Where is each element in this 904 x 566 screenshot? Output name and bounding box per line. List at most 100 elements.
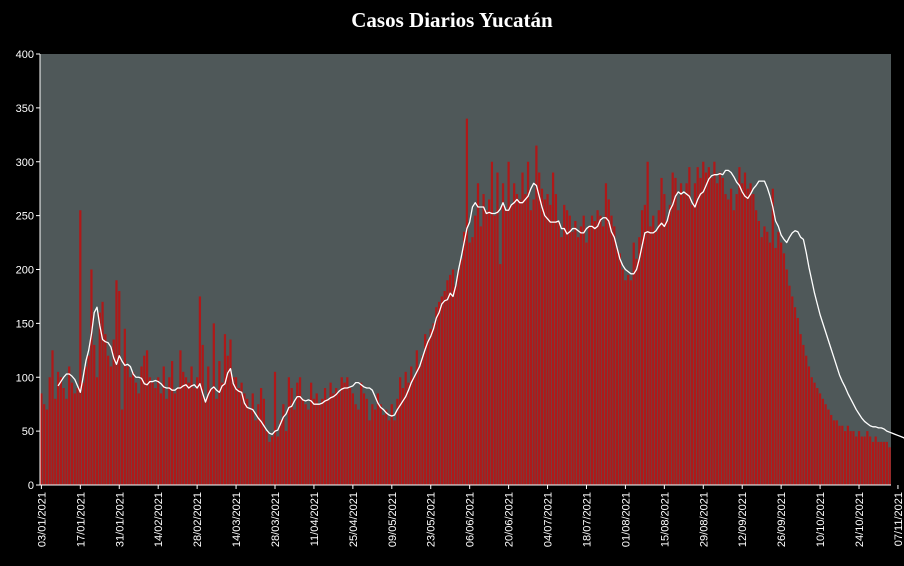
bar — [590, 215, 594, 486]
bar — [351, 393, 354, 485]
bar — [401, 388, 405, 485]
bar — [557, 221, 560, 485]
bar — [518, 199, 521, 485]
bar — [254, 420, 257, 485]
bar — [568, 215, 571, 486]
bar — [132, 371, 135, 485]
bar — [312, 398, 316, 485]
bar — [524, 194, 527, 485]
bar — [107, 355, 110, 485]
bar — [476, 183, 480, 486]
bar — [752, 194, 755, 485]
bar — [852, 431, 855, 486]
bar — [95, 377, 99, 485]
bar — [421, 355, 424, 485]
bar — [68, 366, 71, 485]
bar — [763, 226, 766, 485]
bar — [157, 377, 160, 485]
bar — [635, 258, 638, 485]
bar — [73, 393, 76, 485]
bar — [743, 172, 747, 485]
bar — [877, 441, 880, 485]
bar — [485, 210, 488, 486]
bar — [282, 404, 285, 485]
bar — [827, 409, 830, 485]
bar — [888, 447, 891, 485]
bar — [654, 231, 658, 485]
bar — [65, 398, 68, 485]
bar — [780, 242, 783, 485]
y-tick-label: 50 — [22, 426, 34, 438]
bar — [818, 393, 822, 485]
x-tick-label: 04/07/2021 — [543, 492, 555, 547]
bar — [782, 253, 786, 485]
bar — [549, 204, 552, 485]
bar — [793, 307, 797, 485]
bar — [627, 274, 630, 485]
bar — [713, 161, 716, 485]
bar — [310, 382, 313, 485]
bar — [218, 361, 221, 485]
bar — [104, 334, 107, 485]
bar — [841, 425, 844, 485]
bar — [407, 382, 410, 485]
bar — [120, 409, 124, 485]
bar — [337, 393, 341, 485]
bar — [221, 382, 224, 485]
bar — [170, 361, 174, 485]
y-tick-label: 200 — [16, 265, 34, 277]
bar — [746, 188, 749, 485]
bar — [298, 377, 302, 485]
bar — [855, 436, 858, 485]
x-tick-label: 17/01/2021 — [75, 492, 87, 547]
bar — [76, 388, 79, 485]
bar — [810, 377, 813, 485]
bar — [229, 339, 232, 485]
bar — [691, 204, 694, 485]
bar — [844, 431, 847, 486]
bar — [540, 188, 544, 485]
bar — [257, 404, 260, 485]
bar — [390, 404, 393, 485]
bar — [499, 264, 502, 485]
x-tick-label: 15/08/2021 — [659, 492, 671, 547]
bar — [729, 188, 733, 485]
bar — [209, 388, 213, 485]
bar — [115, 280, 118, 485]
bar — [688, 167, 691, 485]
bar — [126, 366, 129, 485]
bar — [412, 377, 416, 485]
bar — [621, 269, 624, 485]
bar — [112, 339, 115, 485]
bar — [321, 398, 324, 485]
chart-title: Casos Diarios Yucatán — [351, 8, 553, 32]
x-tick-label: 28/03/2021 — [270, 492, 282, 547]
bar — [148, 377, 151, 485]
bar — [79, 210, 82, 486]
bar — [507, 161, 510, 485]
bar — [360, 382, 363, 485]
bar — [488, 199, 491, 485]
bar — [109, 366, 113, 485]
bar — [234, 377, 238, 485]
bar — [56, 371, 60, 485]
bar — [835, 420, 838, 485]
bar — [137, 393, 140, 485]
bar — [362, 393, 366, 485]
bar — [599, 215, 602, 486]
bar — [693, 183, 697, 486]
bar — [368, 420, 371, 485]
x-tick-label: 11/04/2021 — [309, 492, 321, 546]
bar — [48, 377, 51, 485]
bar — [196, 377, 199, 485]
bar — [479, 226, 482, 485]
bar — [799, 334, 802, 485]
bar — [43, 404, 46, 485]
bar — [129, 377, 132, 485]
bar — [696, 167, 699, 485]
bar — [582, 215, 585, 486]
bar — [323, 388, 327, 485]
bars-layer — [40, 118, 891, 486]
bar — [223, 334, 227, 485]
bar — [821, 398, 824, 485]
